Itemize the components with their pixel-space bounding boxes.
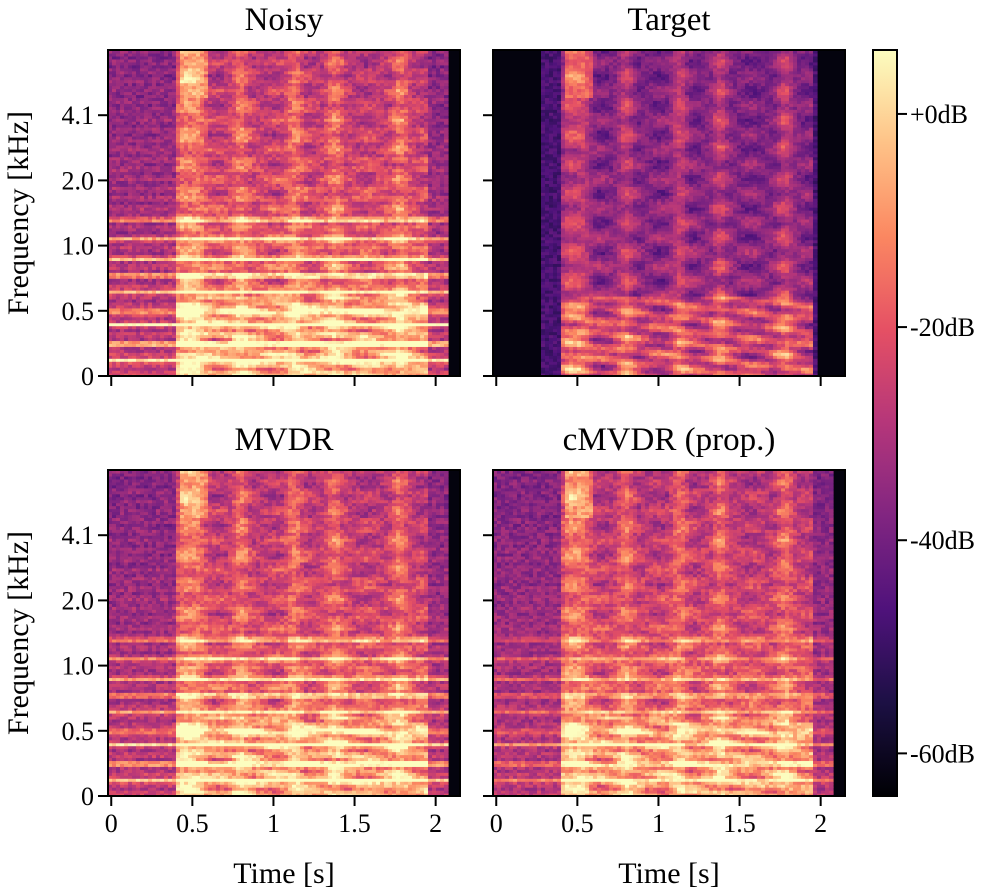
panel-noisy: Noisy 00.51.02.04.1 bbox=[62, 2, 461, 391]
heatmap-noisy bbox=[108, 50, 460, 377]
spectrogram-figure: Noisy 00.51.02.04.1 Target MVDR 0 0.5 1 1.5… bbox=[0, 0, 997, 895]
